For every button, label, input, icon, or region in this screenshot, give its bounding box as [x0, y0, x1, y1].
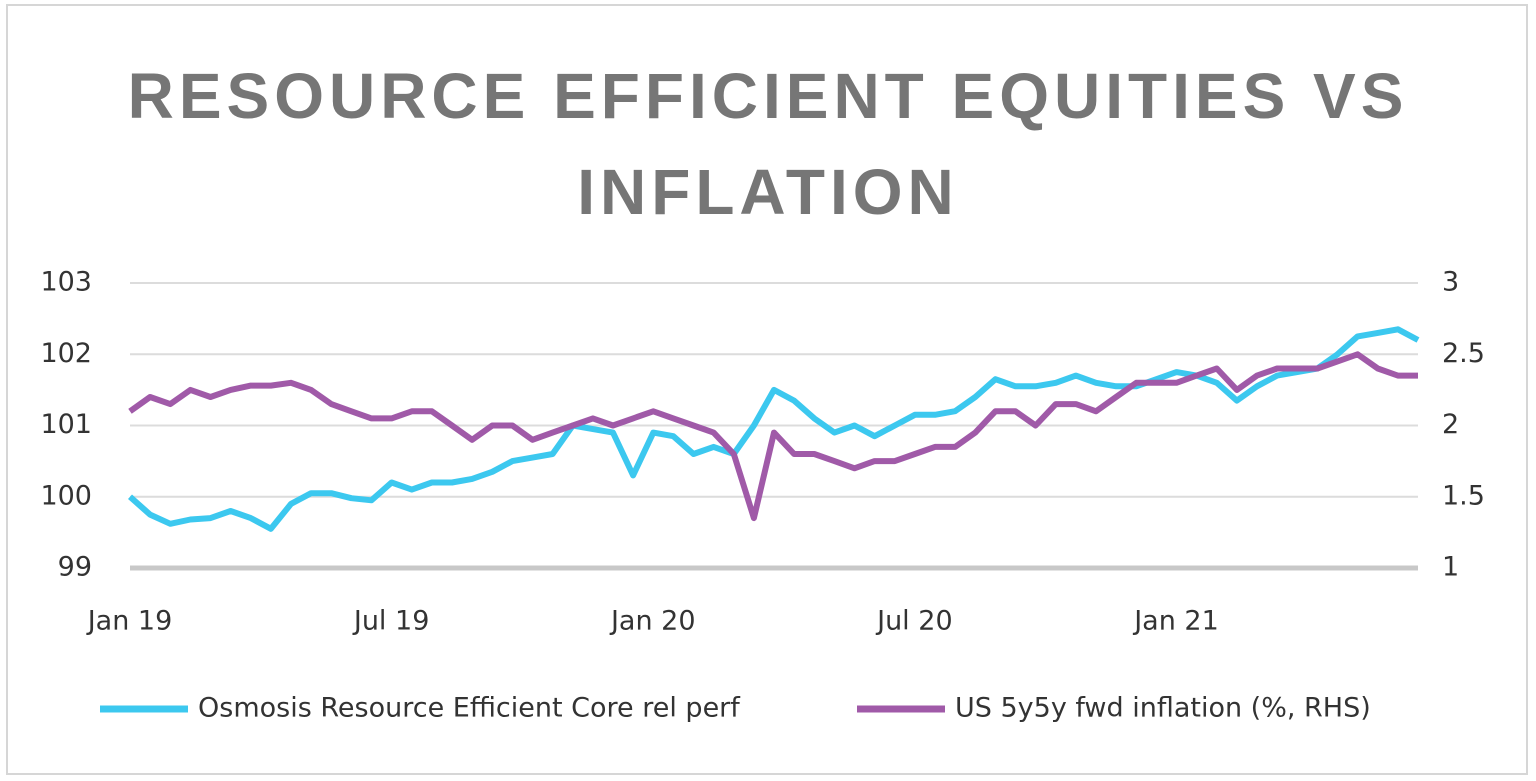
x-tick-label: Jul 20	[875, 606, 953, 637]
x-tick-label: Jan 20	[609, 606, 696, 637]
chart-title: RESOURCE EFFICIENT EQUITIES VS INFLATION	[127, 60, 1409, 228]
y-tick-label: 102	[40, 338, 92, 369]
series-line	[128, 326, 1420, 532]
y-tick-label: 103	[40, 267, 92, 298]
y2-tick-label: 1	[1442, 552, 1459, 583]
y2-tick-label: 3	[1442, 267, 1459, 298]
y-tick-label: 100	[40, 480, 92, 511]
y2-tick-label: 2	[1442, 409, 1459, 440]
y2-tick-label: 2.5	[1442, 338, 1485, 369]
x-tick-label: Jul 19	[352, 606, 430, 637]
legend-label: US 5y5y fwd inflation (%, RHS)	[955, 693, 1371, 724]
legend-label: Osmosis Resource Efficient Core rel perf	[198, 693, 741, 724]
x-tick-label: Jan 19	[86, 606, 173, 637]
y-tick-label: 101	[40, 409, 92, 440]
y2-tick-label: 1.5	[1442, 480, 1485, 511]
y-tick-label: 99	[58, 552, 92, 583]
series-line	[128, 351, 1418, 522]
title-wrap: RESOURCE EFFICIENT EQUITIES VS INFLATION	[0, 48, 1536, 240]
chart-card	[6, 4, 1528, 775]
x-tick-label: Jan 21	[1132, 606, 1219, 637]
